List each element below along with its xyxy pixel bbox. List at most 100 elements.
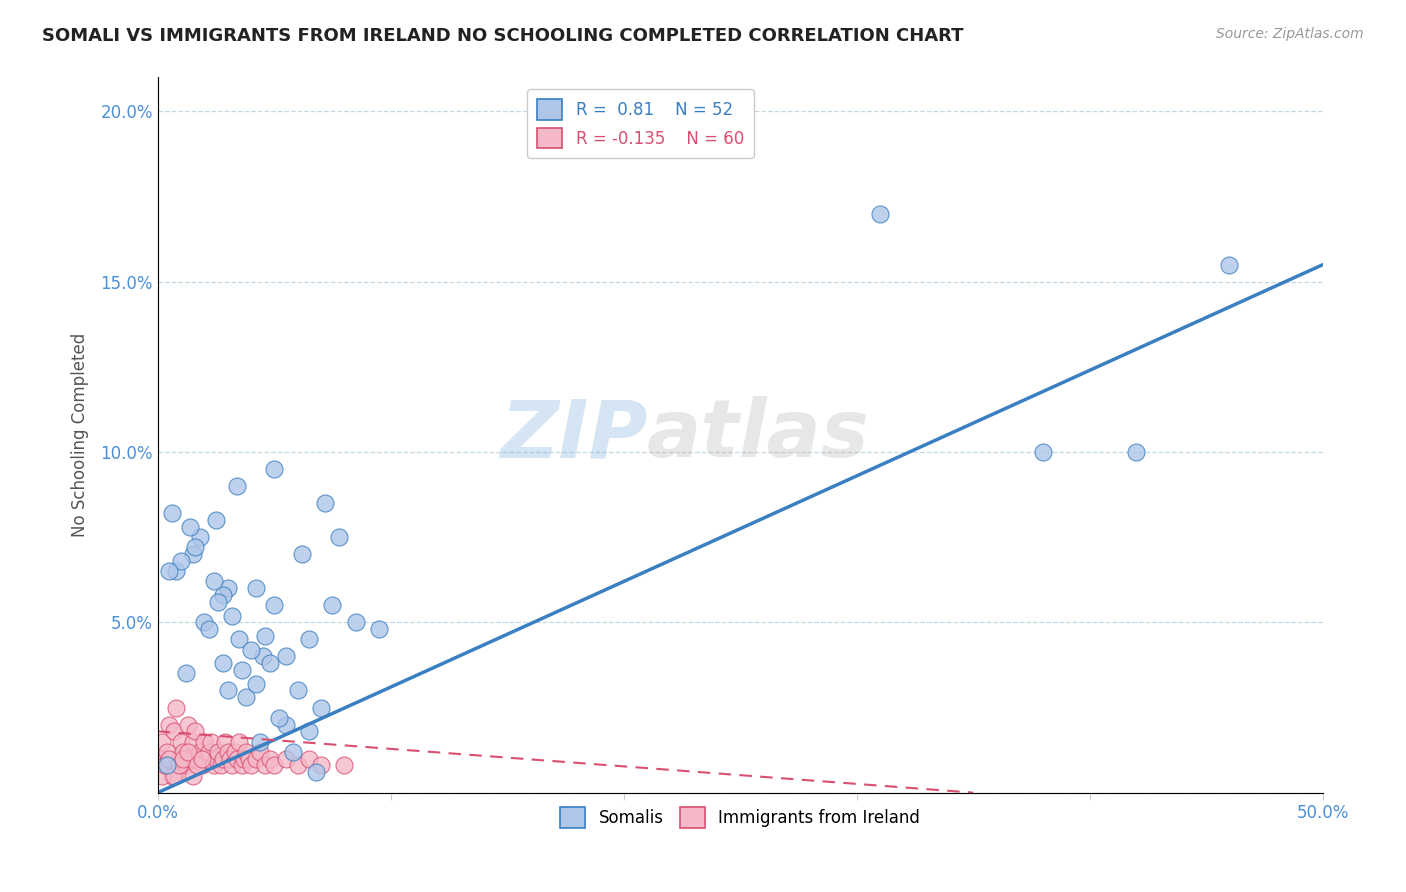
Point	[177, 745, 200, 759]
Point	[245, 676, 267, 690]
Point	[221, 758, 243, 772]
Point	[150, 734, 173, 748]
Point	[202, 574, 225, 589]
Point	[232, 751, 254, 765]
Point	[217, 683, 239, 698]
Point	[1218, 258, 1240, 272]
Point	[235, 745, 257, 759]
Point	[181, 734, 204, 748]
Point	[238, 751, 260, 765]
Point	[1032, 445, 1054, 459]
Point	[149, 751, 172, 765]
Point	[165, 564, 187, 578]
Point	[160, 507, 183, 521]
Point	[249, 745, 271, 759]
Point	[333, 758, 356, 772]
Point	[207, 595, 229, 609]
Point	[321, 599, 343, 613]
Point	[160, 769, 183, 783]
Point	[193, 734, 215, 748]
Point	[153, 758, 176, 772]
Point	[181, 547, 204, 561]
Point	[228, 734, 250, 748]
Point	[200, 734, 222, 748]
Point	[170, 734, 193, 748]
Point	[253, 629, 276, 643]
Point	[198, 745, 221, 759]
Text: ZIP: ZIP	[499, 396, 647, 474]
Point	[172, 751, 194, 765]
Point	[328, 530, 350, 544]
Point	[253, 758, 276, 772]
Point	[298, 724, 321, 739]
Point	[150, 769, 173, 783]
Point	[245, 582, 267, 596]
Point	[259, 751, 281, 765]
Point	[344, 615, 367, 630]
Text: Source: ZipAtlas.com: Source: ZipAtlas.com	[1216, 27, 1364, 41]
Point	[298, 751, 321, 765]
Point	[305, 765, 328, 780]
Text: atlas: atlas	[647, 396, 870, 474]
Point	[259, 657, 281, 671]
Point	[249, 734, 271, 748]
Point	[186, 758, 208, 772]
Point	[239, 642, 262, 657]
Point	[186, 751, 208, 765]
Point	[245, 751, 267, 765]
Point	[281, 745, 304, 759]
Point	[368, 622, 391, 636]
Point	[1125, 445, 1147, 459]
Point	[165, 700, 187, 714]
Point	[179, 520, 201, 534]
Point	[156, 745, 179, 759]
Point	[212, 751, 235, 765]
Point	[217, 745, 239, 759]
Point	[174, 758, 197, 772]
Point	[195, 751, 218, 765]
Point	[156, 758, 179, 772]
Point	[314, 496, 336, 510]
Point	[221, 608, 243, 623]
Point	[235, 690, 257, 705]
Point	[179, 751, 201, 765]
Point	[219, 751, 242, 765]
Legend: Somalis, Immigrants from Ireland: Somalis, Immigrants from Ireland	[554, 801, 927, 834]
Point	[207, 745, 229, 759]
Point	[309, 758, 332, 772]
Point	[163, 769, 186, 783]
Point	[184, 724, 207, 739]
Point	[252, 649, 274, 664]
Point	[226, 479, 249, 493]
Point	[287, 683, 309, 698]
Point	[198, 622, 221, 636]
Point	[205, 751, 228, 765]
Point	[274, 717, 297, 731]
Point	[274, 751, 297, 765]
Point	[263, 758, 285, 772]
Point	[263, 462, 285, 476]
Point	[212, 588, 235, 602]
Point	[869, 207, 891, 221]
Point	[298, 632, 321, 647]
Point	[172, 745, 194, 759]
Text: SOMALI VS IMMIGRANTS FROM IRELAND NO SCHOOLING COMPLETED CORRELATION CHART: SOMALI VS IMMIGRANTS FROM IRELAND NO SCH…	[42, 27, 963, 45]
Point	[191, 751, 214, 765]
Point	[181, 769, 204, 783]
Point	[157, 751, 180, 765]
Point	[163, 724, 186, 739]
Point	[174, 666, 197, 681]
Point	[191, 758, 214, 772]
Point	[193, 615, 215, 630]
Point	[231, 663, 253, 677]
Point	[263, 599, 285, 613]
Point	[167, 751, 190, 765]
Point	[274, 649, 297, 664]
Point	[224, 745, 246, 759]
Point	[291, 547, 314, 561]
Point	[214, 734, 236, 748]
Point	[202, 758, 225, 772]
Point	[217, 582, 239, 596]
Point	[228, 632, 250, 647]
Point	[309, 700, 332, 714]
